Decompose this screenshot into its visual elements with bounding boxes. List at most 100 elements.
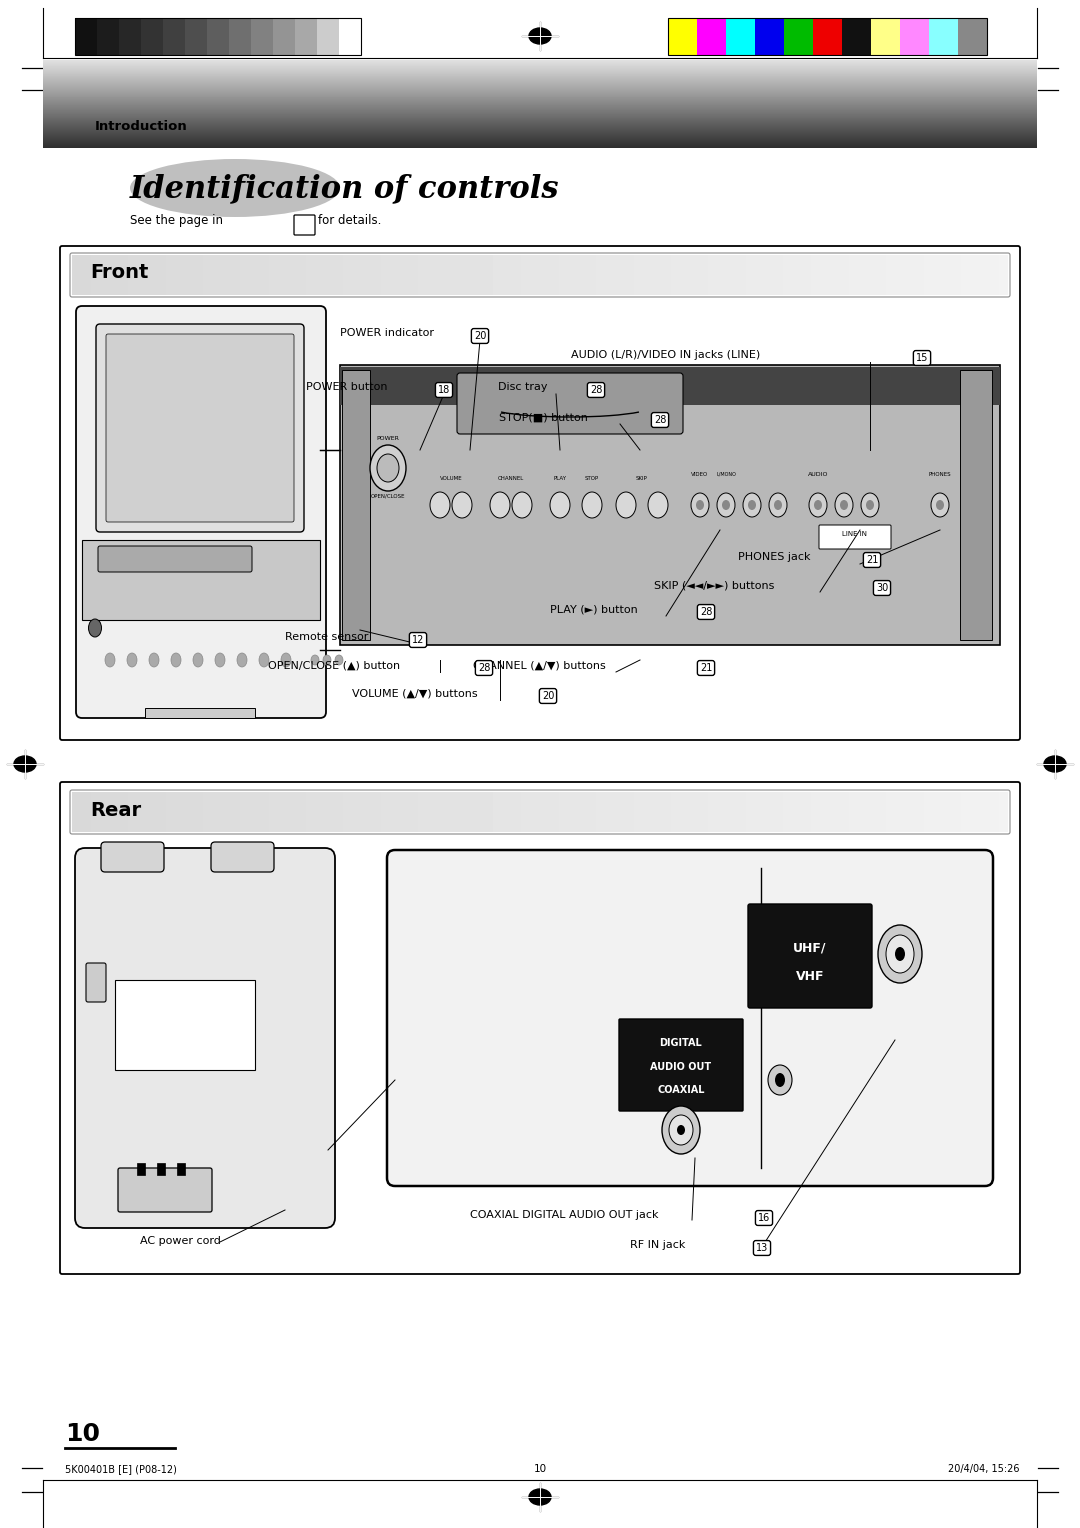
FancyBboxPatch shape bbox=[619, 1019, 743, 1111]
Text: Disc tray: Disc tray bbox=[499, 382, 548, 393]
Ellipse shape bbox=[866, 500, 874, 510]
Ellipse shape bbox=[648, 492, 669, 518]
Ellipse shape bbox=[677, 1125, 685, 1135]
Bar bbox=[82, 539, 320, 620]
Text: PHONES jack: PHONES jack bbox=[738, 552, 810, 562]
Bar bbox=[273, 18, 295, 55]
Text: VOLUME: VOLUME bbox=[440, 477, 462, 481]
Text: 12: 12 bbox=[411, 636, 424, 645]
Text: VOLUME (▲/▼) buttons: VOLUME (▲/▼) buttons bbox=[352, 688, 478, 698]
Ellipse shape bbox=[768, 1065, 792, 1096]
Ellipse shape bbox=[696, 500, 704, 510]
Text: 21: 21 bbox=[866, 555, 878, 565]
Text: OPEN/CLOSE (▲) button: OPEN/CLOSE (▲) button bbox=[268, 660, 400, 669]
Bar bbox=[340, 367, 1000, 405]
Ellipse shape bbox=[430, 492, 450, 518]
Ellipse shape bbox=[127, 652, 137, 668]
Text: Remote sensor: Remote sensor bbox=[285, 633, 368, 642]
FancyBboxPatch shape bbox=[387, 850, 993, 1186]
Text: 10: 10 bbox=[65, 1423, 100, 1445]
Text: 15: 15 bbox=[916, 353, 928, 364]
Text: 28: 28 bbox=[590, 385, 603, 396]
Ellipse shape bbox=[748, 500, 756, 510]
Text: AUDIO: AUDIO bbox=[808, 472, 828, 477]
Text: PLAY (►) button: PLAY (►) button bbox=[550, 604, 638, 614]
Ellipse shape bbox=[335, 656, 343, 665]
Ellipse shape bbox=[323, 656, 330, 665]
Text: PHONES: PHONES bbox=[929, 472, 951, 477]
Ellipse shape bbox=[490, 492, 510, 518]
Bar bbox=[900, 18, 929, 55]
Bar bbox=[229, 18, 251, 55]
Text: Front: Front bbox=[90, 263, 148, 283]
Bar bbox=[813, 18, 842, 55]
FancyBboxPatch shape bbox=[118, 1167, 212, 1212]
Ellipse shape bbox=[130, 159, 340, 217]
Text: STOP: STOP bbox=[585, 477, 599, 481]
Text: See the page in: See the page in bbox=[130, 214, 222, 228]
Bar bbox=[726, 18, 755, 55]
Text: AC power cord: AC power cord bbox=[139, 1236, 220, 1245]
FancyBboxPatch shape bbox=[211, 842, 274, 872]
Text: POWER: POWER bbox=[377, 435, 400, 442]
Ellipse shape bbox=[453, 492, 472, 518]
Text: OPEN/CLOSE: OPEN/CLOSE bbox=[370, 494, 405, 498]
FancyBboxPatch shape bbox=[457, 373, 683, 434]
Text: 5K00401B [E] (P08-12): 5K00401B [E] (P08-12) bbox=[65, 1464, 177, 1475]
Bar bbox=[119, 18, 141, 55]
FancyBboxPatch shape bbox=[86, 963, 106, 1002]
Text: 28: 28 bbox=[477, 663, 490, 672]
Ellipse shape bbox=[723, 500, 730, 510]
Bar bbox=[697, 18, 726, 55]
Ellipse shape bbox=[861, 494, 879, 516]
Ellipse shape bbox=[281, 652, 291, 668]
Bar bbox=[755, 18, 784, 55]
Text: LINE IN: LINE IN bbox=[842, 532, 867, 536]
Bar bbox=[340, 365, 1000, 645]
Text: Introduction: Introduction bbox=[95, 121, 188, 133]
Ellipse shape bbox=[582, 492, 602, 518]
Text: 28: 28 bbox=[653, 416, 666, 425]
Text: UHF/: UHF/ bbox=[793, 941, 827, 955]
Bar bbox=[295, 18, 318, 55]
Ellipse shape bbox=[529, 28, 551, 44]
Ellipse shape bbox=[717, 494, 735, 516]
Text: Rear: Rear bbox=[90, 801, 141, 819]
Text: 20/4/04, 15:26: 20/4/04, 15:26 bbox=[948, 1464, 1020, 1475]
Bar bbox=[784, 18, 813, 55]
Text: Identification of controls: Identification of controls bbox=[130, 173, 559, 205]
FancyBboxPatch shape bbox=[75, 848, 335, 1229]
Text: 20: 20 bbox=[542, 691, 554, 701]
Text: PLAY: PLAY bbox=[554, 477, 567, 481]
Ellipse shape bbox=[259, 652, 269, 668]
FancyBboxPatch shape bbox=[748, 905, 872, 1008]
Bar bbox=[163, 18, 185, 55]
Bar bbox=[960, 370, 993, 640]
Text: SKIP (◄◄/►►) buttons: SKIP (◄◄/►►) buttons bbox=[653, 581, 774, 590]
Text: 20: 20 bbox=[474, 332, 486, 341]
Ellipse shape bbox=[769, 494, 787, 516]
Ellipse shape bbox=[809, 494, 827, 516]
Ellipse shape bbox=[1044, 756, 1066, 772]
Bar bbox=[97, 18, 119, 55]
Text: SKIP: SKIP bbox=[636, 477, 648, 481]
FancyBboxPatch shape bbox=[76, 306, 326, 718]
Text: CHANNEL (▲/▼) buttons: CHANNEL (▲/▼) buttons bbox=[473, 660, 606, 669]
Ellipse shape bbox=[149, 652, 159, 668]
Bar bbox=[141, 18, 163, 55]
Text: AUDIO (L/R)/VIDEO IN jacks (LINE): AUDIO (L/R)/VIDEO IN jacks (LINE) bbox=[570, 350, 760, 361]
Bar bbox=[251, 18, 273, 55]
FancyBboxPatch shape bbox=[96, 324, 303, 532]
Text: VIDEO: VIDEO bbox=[691, 472, 708, 477]
Bar bbox=[114, 979, 255, 1070]
Bar bbox=[185, 18, 207, 55]
Ellipse shape bbox=[14, 756, 36, 772]
Ellipse shape bbox=[311, 656, 319, 665]
Ellipse shape bbox=[89, 619, 102, 637]
Text: COAXIAL: COAXIAL bbox=[658, 1085, 705, 1096]
FancyBboxPatch shape bbox=[819, 526, 891, 549]
Text: STOP(■) button: STOP(■) button bbox=[499, 413, 588, 422]
Ellipse shape bbox=[835, 494, 853, 516]
Text: COAXIAL DIGITAL AUDIO OUT jack: COAXIAL DIGITAL AUDIO OUT jack bbox=[470, 1210, 659, 1219]
Text: AUDIO OUT: AUDIO OUT bbox=[650, 1062, 712, 1071]
